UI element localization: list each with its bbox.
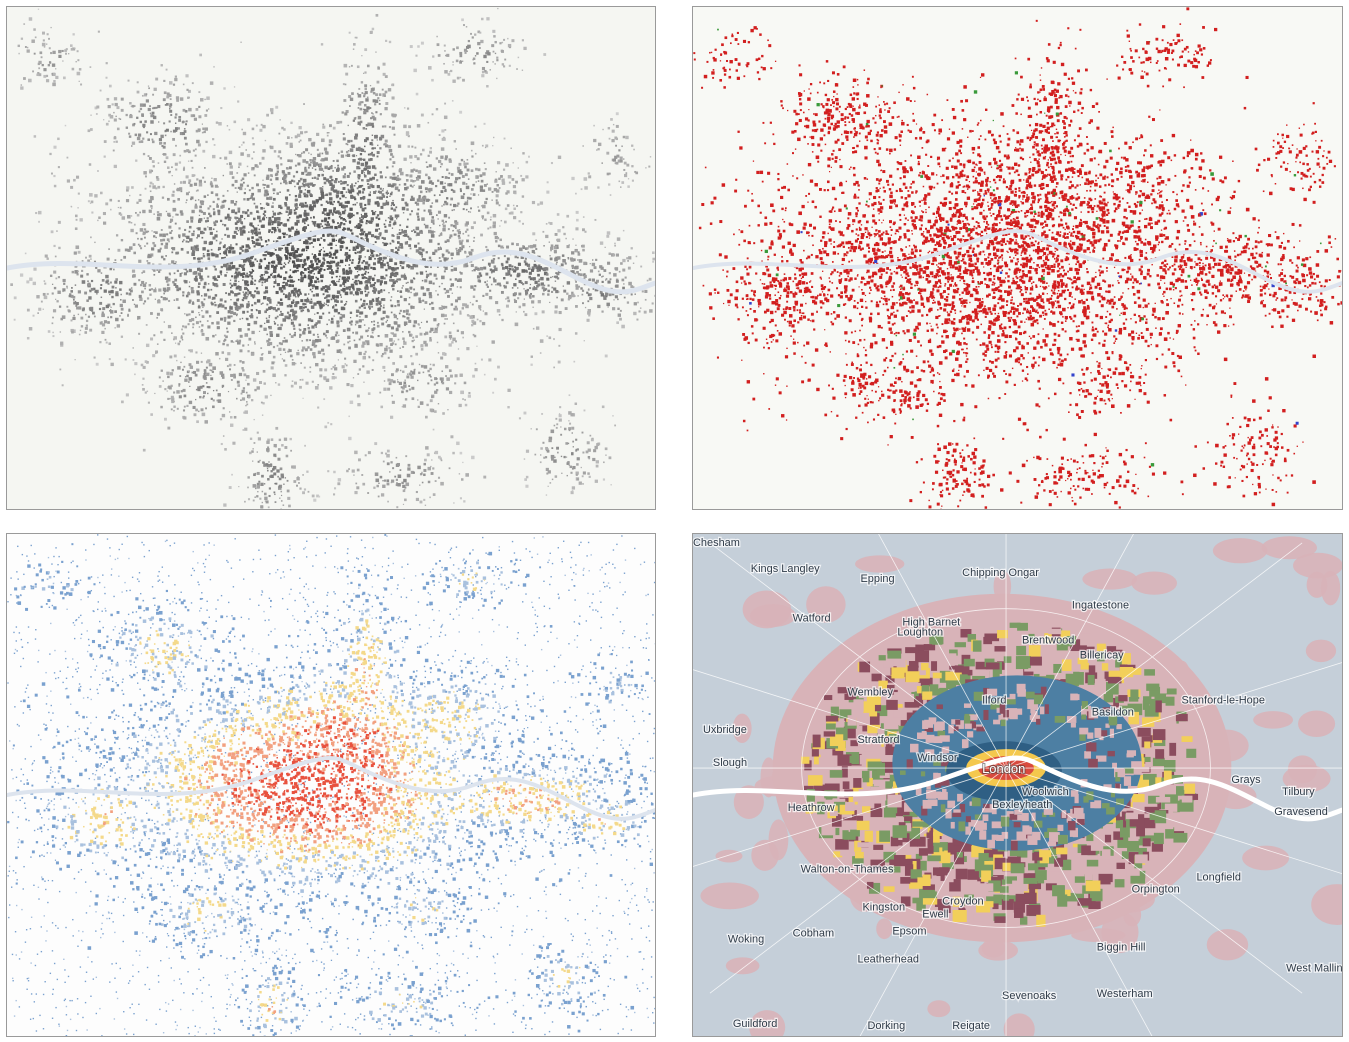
place-label: Tilbury [1282,786,1315,798]
place-label: Slough [713,757,747,769]
place-label: Ewell [922,908,948,920]
place-label: Leatherhead [857,953,919,965]
place-label: Brentwood [1022,635,1074,647]
place-label: Cobham [793,927,834,939]
place-label: West Malling [1286,962,1342,974]
place-label: Uxbridge [703,724,747,736]
place-label: Sevenoaks [1002,990,1057,1002]
place-label: Guildford [733,1018,777,1030]
place-label: Kings Langley [751,563,820,575]
map-grayscale [7,7,655,509]
urban-dots [693,7,1342,509]
place-label: Windsor [917,752,958,764]
place-label: Croydon [942,896,983,908]
roads [693,534,1342,1036]
land-background [7,7,655,509]
place-label: Wembley [848,686,894,698]
place-label: Reigate [952,1020,990,1032]
place-label: Heathrow [788,802,835,814]
place-label: Watford [793,613,831,625]
thames-river [693,229,1342,294]
thames-river [7,756,655,821]
place-label: Longfield [1196,872,1240,884]
map-panel-red-urban [692,6,1343,510]
place-label: Dorking [867,1020,905,1032]
place-label: Gravesend [1274,806,1328,818]
place-label: Woolwich [1022,786,1069,798]
map-panel-categorical: Chesham Kings Langley Epping Chipping Ongar… [692,533,1343,1037]
place-label: Basildon [1092,706,1134,718]
map-panel-grayscale [6,6,656,510]
place-label: Stratford [857,734,899,746]
place-label: Loughton [897,627,943,639]
place-label: Woking [728,933,764,945]
sparse-dots [7,534,655,1036]
place-label: Kingston [862,902,905,914]
urban-dots [7,534,655,1036]
place-label: Ilford [982,694,1006,706]
place-label: High Barnet [902,617,960,629]
place-label: Westerham [1097,988,1153,1000]
map-categorical: Chesham Kings Langley Epping Chipping Ongar… [693,534,1342,1036]
place-label: Walton-on-Thames [801,864,894,876]
place-label: Orpington [1132,884,1180,896]
thames-river [693,755,1342,822]
place-label: Grays [1231,774,1261,786]
place-label: Epping [860,573,894,585]
place-label: Epsom [892,925,926,937]
place-label: Billericay [1080,650,1124,662]
map-heat-dots [7,534,655,1036]
place-label: Bexleyheath [992,799,1052,811]
inner-mosaic [899,683,1142,851]
place-label: Chesham [693,537,740,549]
thames-river [7,228,655,295]
map-red-urban [693,7,1342,509]
place-label: Stanford-le-Hope [1181,694,1264,706]
place-label-london: London [982,761,1025,776]
land-background [693,7,1342,509]
place-label: Biggin Hill [1097,941,1146,953]
place-label: Chipping Ongar [962,567,1039,579]
place-labels: Chesham Kings Langley Epping Chipping Ongar… [693,536,1342,1034]
map-panel-heat-dots [6,533,656,1037]
place-label: Ingatestone [1072,600,1129,612]
